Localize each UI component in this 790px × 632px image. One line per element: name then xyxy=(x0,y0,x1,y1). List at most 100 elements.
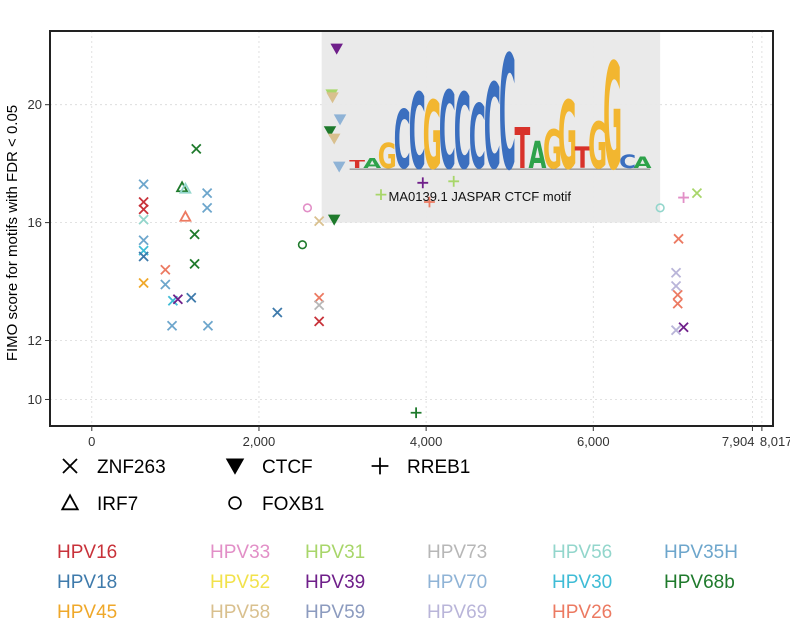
legend-color-item: HPV68b xyxy=(664,572,735,593)
data-point xyxy=(678,192,689,203)
legend-color-item: HPV59 xyxy=(305,602,365,623)
x-tick-label: 4,000 xyxy=(410,434,443,449)
data-point xyxy=(326,92,339,104)
logo-letter: T xyxy=(575,141,591,175)
data-point xyxy=(655,203,665,213)
legend-marker xyxy=(225,458,245,475)
data-point xyxy=(166,320,178,331)
data-point xyxy=(670,267,682,278)
data-point xyxy=(673,233,684,244)
data-point xyxy=(178,209,192,222)
data-point xyxy=(138,235,149,246)
legend-shape-item: RREB1 xyxy=(371,457,470,478)
data-point xyxy=(272,307,283,318)
data-point xyxy=(375,189,387,201)
legend-shape-item: ZNF263 xyxy=(62,457,166,478)
logo-letter: C xyxy=(409,71,426,192)
logo-letter: C xyxy=(619,151,636,172)
legend-shape-label: IRF7 xyxy=(97,494,138,515)
x-tick-label: 0 xyxy=(88,434,95,449)
data-point xyxy=(172,294,184,305)
data-point xyxy=(327,214,341,226)
data-point xyxy=(202,202,213,214)
y-tick-label: 16 xyxy=(28,215,42,230)
y-tick-label: 12 xyxy=(28,333,42,348)
logo-letter: G xyxy=(588,110,607,184)
data-point xyxy=(314,316,325,327)
logo-letter: G xyxy=(378,136,397,176)
legend-shape-label: ZNF263 xyxy=(97,457,166,478)
data-point xyxy=(178,181,192,194)
data-point xyxy=(678,322,689,333)
data-point xyxy=(186,292,197,303)
y-tick-label: 20 xyxy=(28,97,42,112)
legend-marker xyxy=(228,496,242,510)
legend-shape-label: FOXB1 xyxy=(262,494,324,515)
legend-color-item: HPV30 xyxy=(552,572,612,593)
data-point xyxy=(302,203,313,213)
legend-color-item: HPV35H xyxy=(664,542,738,563)
data-point xyxy=(138,196,149,208)
data-point xyxy=(189,229,200,240)
logo-letter: C xyxy=(484,60,501,196)
y-axis-title: FIMO score for motifs with FDR < 0.05 xyxy=(4,105,21,361)
logo-letter: G xyxy=(603,33,622,203)
x-tick-label: 7,904 xyxy=(722,434,755,449)
legend-color-item: HPV18 xyxy=(57,572,117,593)
motif-annotation-label: MA0139.1 JASPAR CTCF motif xyxy=(389,189,572,204)
logo-letter: C xyxy=(499,23,516,206)
data-point xyxy=(323,126,337,138)
legend-shape-item: FOXB1 xyxy=(228,494,324,515)
data-point xyxy=(691,187,703,199)
legend-color-item: HPV33 xyxy=(210,542,270,563)
data-point xyxy=(138,204,149,215)
data-point xyxy=(424,196,435,208)
x-tick-label: 6,000 xyxy=(577,434,610,449)
data-point xyxy=(327,133,341,145)
data-point xyxy=(333,114,347,126)
logo-letter: G xyxy=(558,83,577,191)
data-point xyxy=(138,214,149,225)
data-point xyxy=(670,325,682,336)
legend-color-item: HPV56 xyxy=(552,542,612,563)
legend-marker xyxy=(60,493,80,511)
data-point xyxy=(138,179,149,190)
legend-color-item: HPV45 xyxy=(57,602,117,623)
logo-letter: A xyxy=(634,154,653,173)
logo-letter: G xyxy=(423,83,442,191)
logo-letter: C xyxy=(469,87,486,190)
data-point xyxy=(410,407,422,419)
legend-shape-item: CTCF xyxy=(225,457,313,478)
data-point xyxy=(448,175,460,187)
data-point xyxy=(202,320,214,331)
legend-shape-item: IRF7 xyxy=(60,493,138,515)
data-point xyxy=(330,43,343,55)
data-point xyxy=(332,161,346,173)
legend-shape-label: CTCF xyxy=(262,457,313,478)
data-point xyxy=(189,258,200,270)
legend-color-item: HPV70 xyxy=(427,572,487,593)
y-tick-label: 10 xyxy=(28,392,42,407)
legend-color-item: HPV73 xyxy=(427,542,487,563)
legend-color-item: HPV16 xyxy=(57,542,117,563)
legend-marker xyxy=(62,458,78,474)
logo-letter: C xyxy=(454,71,471,192)
motif-annotation-box xyxy=(321,31,661,223)
logo-letter: A xyxy=(363,156,381,172)
logo-letter: C xyxy=(439,70,456,194)
legend-shape-label: RREB1 xyxy=(407,457,470,478)
data-point xyxy=(672,298,683,309)
data-point xyxy=(672,289,683,300)
data-point xyxy=(191,143,202,155)
legend-color-item: HPV39 xyxy=(305,572,365,593)
x-tick-label: 8,017 xyxy=(760,434,790,449)
logo-letter: C xyxy=(394,93,411,187)
data-point xyxy=(670,280,682,292)
legend-color-item: HPV52 xyxy=(210,572,270,593)
plot-border xyxy=(49,30,774,427)
legend-marker xyxy=(371,457,389,475)
data-point xyxy=(160,264,171,275)
logo-letter: T xyxy=(515,117,531,182)
